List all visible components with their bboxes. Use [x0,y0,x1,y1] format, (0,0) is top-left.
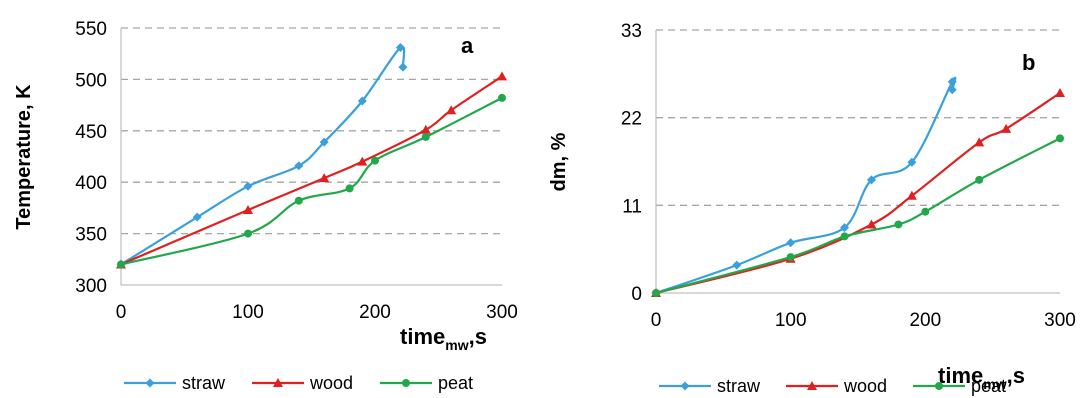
y-tick-label: 450 [75,122,107,143]
data-point-wood [866,219,877,229]
chart-a: 300 350 400 450 500 550 0 100 200 300 Temperature,… [13,19,518,393]
data-point-peat [345,184,354,193]
data-point-peat [894,220,903,229]
data-point-straw [907,157,917,167]
data-point-straw [294,161,304,171]
data-point-straw [395,43,405,53]
legend-marker [145,378,155,388]
series-straw [116,43,408,269]
legend-item-peat: peat [913,376,1006,396]
data-point-wood [357,156,368,166]
legend-marker [935,382,943,390]
legend-marker [273,378,283,387]
legend-label: peat [438,373,473,393]
y-axis-label: dm, % [548,132,570,191]
series-line-wood [120,75,503,266]
x-tick-label: 0 [651,310,662,331]
data-point-peat [786,253,795,262]
data-point-wood [1001,123,1012,133]
y-tick-label: 22 [621,109,642,130]
series-line-straw [655,76,957,295]
legend: straw wood peat [124,373,473,393]
legend: straw wood peat [659,376,1006,396]
y-tick-label: 350 [75,225,107,246]
y-tick-label: 500 [75,70,107,91]
series-line-wood [655,92,1061,295]
legend-item-peat: peat [380,373,473,393]
series-peat [117,93,506,269]
data-point-straw [357,96,367,106]
chart-b: 0 11 22 33 0 100 200 300 dm, % timemw,s b straw wood… [548,21,1076,396]
x-tick-label: 200 [909,310,941,331]
data-point-wood [243,204,253,214]
x-axis-label: timemw,s [938,363,1025,392]
data-point-peat [371,156,379,165]
data-point-straw [786,238,796,248]
legend-marker [402,379,410,387]
y-tick-label: 400 [75,173,107,194]
series-wood [651,87,1065,297]
data-point-peat [1056,134,1064,143]
legend-marker [807,381,817,390]
x-axis-label: timemw,s [400,324,487,353]
panel-label: a [461,33,474,58]
legend-label: straw [717,376,761,396]
y-tick-label: 0 [631,284,642,305]
x-tick-label: 0 [116,302,127,323]
data-point-straw [947,85,957,95]
series-wood [116,71,507,269]
data-point-wood [1055,87,1065,97]
y-tick-label: 300 [75,276,107,297]
legend-label: wood [309,373,353,393]
legend-item-straw: straw [124,373,226,393]
legend-label: peat [971,376,1006,396]
data-point-straw [243,181,253,191]
legend-item-wood: wood [786,376,887,396]
panel-label: b [1022,50,1035,75]
data-point-peat [498,93,506,102]
data-point-wood [906,190,917,200]
x-tick-label: 100 [232,302,264,323]
data-point-peat [117,260,125,269]
series-peat [652,134,1064,297]
data-point-peat [921,207,930,216]
y-tick-label: 550 [75,19,107,40]
data-point-wood [319,173,330,183]
data-point-peat [421,132,430,141]
legend-label: wood [843,376,887,396]
y-tick-label: 11 [622,196,642,217]
y-axis-label: Temperature, K [13,84,35,230]
data-point-wood [974,137,985,147]
data-point-wood [420,124,431,134]
legend-item-wood: wood [252,373,353,393]
legend-item-straw: straw [659,376,761,396]
data-point-straw [319,137,329,147]
data-point-wood [497,71,507,81]
data-point-peat [975,175,984,184]
data-point-straw [398,62,408,72]
data-point-peat [244,229,252,238]
data-point-straw [866,175,876,185]
data-point-peat [840,232,849,241]
data-point-straw [947,77,957,87]
data-point-peat [652,289,660,297]
data-point-wood [446,105,457,115]
series-straw [651,76,957,298]
data-point-peat [294,196,303,205]
series-line-peat [655,137,1061,295]
y-tick-label: 33 [621,21,642,42]
data-point-straw [732,260,742,270]
x-tick-label: 200 [359,302,391,323]
legend-marker [680,381,690,391]
x-tick-label: 300 [486,302,518,323]
x-tick-label: 100 [775,310,807,331]
legend-label: straw [182,373,226,393]
data-point-straw [840,223,850,233]
data-point-straw [192,212,202,222]
x-tick-label: 300 [1044,310,1076,331]
